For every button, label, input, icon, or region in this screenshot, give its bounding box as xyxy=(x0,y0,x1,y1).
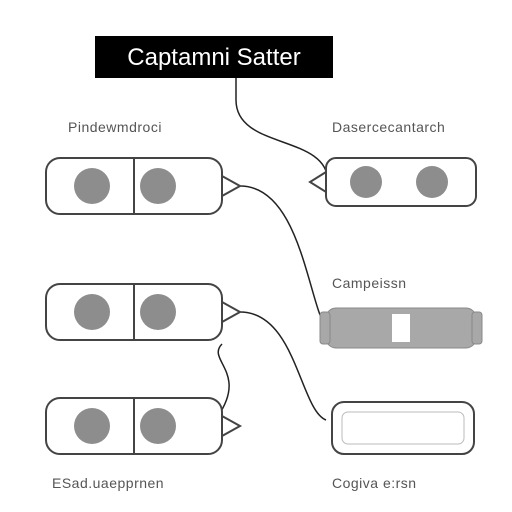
capsule-r3 xyxy=(332,402,474,454)
label-tr: Dasercecantarch xyxy=(332,119,445,135)
capsule-tip-c2 xyxy=(222,302,240,322)
connector-w2 xyxy=(240,186,326,328)
capsule-tip-c3 xyxy=(222,416,240,436)
capsule-c3 xyxy=(46,398,240,454)
connector-w3 xyxy=(240,312,326,420)
bead-r1-0 xyxy=(350,166,382,198)
capsule-r1 xyxy=(310,158,476,206)
bead-c3-0 xyxy=(74,408,110,444)
title-text: Captamni Satter xyxy=(127,44,300,71)
endcap-r2-0 xyxy=(320,312,330,344)
bead-c2-0 xyxy=(74,294,110,330)
bead-c1-0 xyxy=(74,168,110,204)
diagram-canvas: Captamni Satter Pindewmdroci Dasercecantar… xyxy=(0,0,512,512)
bead-c3-1 xyxy=(140,408,176,444)
bead-r1-1 xyxy=(416,166,448,198)
label-bl: ESad.uaepprnen xyxy=(52,475,164,491)
capsule-r2 xyxy=(320,308,482,348)
label-br: Cogiva e:rsn xyxy=(332,475,417,491)
capsule-tip-c1 xyxy=(222,176,240,196)
capsule-c1 xyxy=(46,158,240,214)
endcap-r2-1 xyxy=(472,312,482,344)
capsule-c2 xyxy=(46,284,240,340)
label-tl: Pindewmdroci xyxy=(68,119,162,135)
notch-r2 xyxy=(392,314,410,342)
connector-w1 xyxy=(236,78,328,182)
bead-c1-1 xyxy=(140,168,176,204)
label-mr: Campeissn xyxy=(332,275,407,291)
bead-c2-1 xyxy=(140,294,176,330)
capsule-tip-r1 xyxy=(310,172,326,192)
